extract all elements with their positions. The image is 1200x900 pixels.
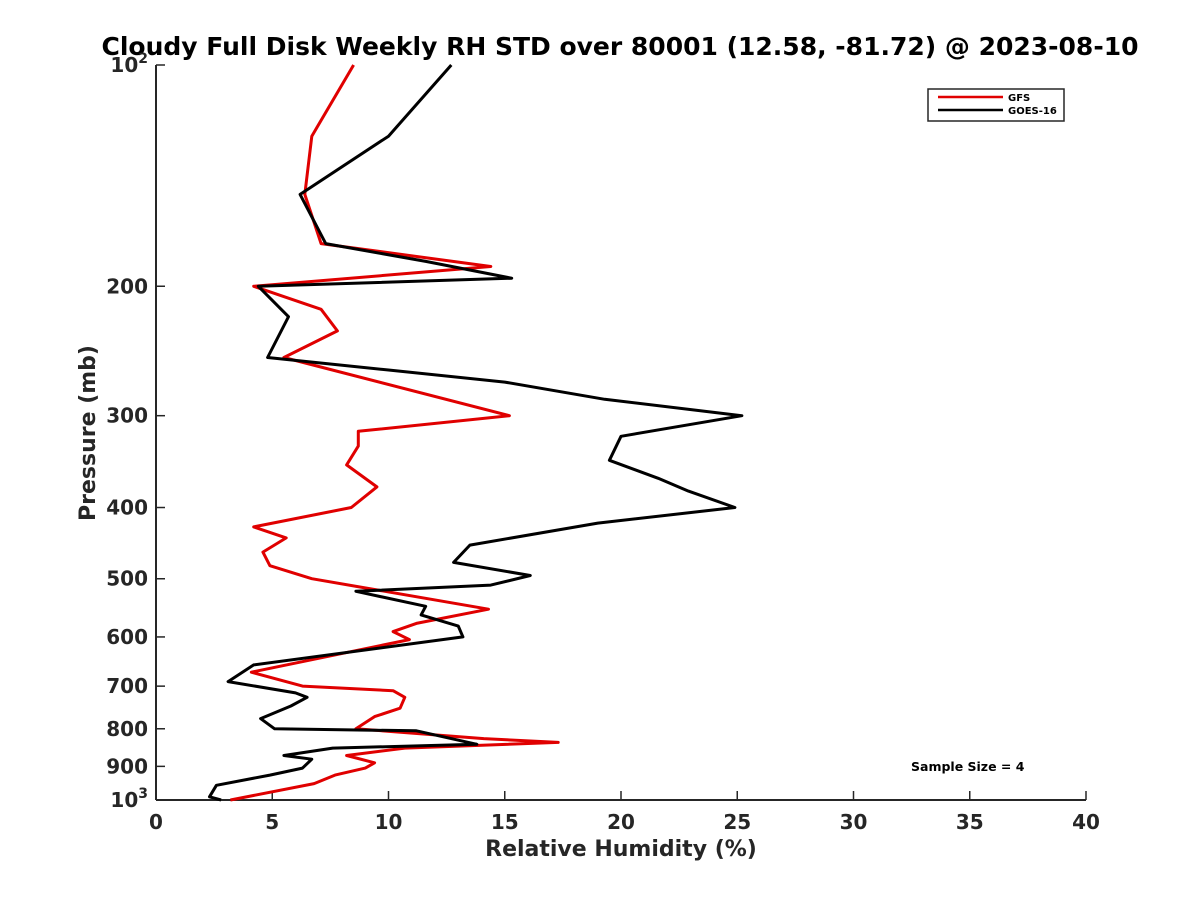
series-lines <box>208 64 744 802</box>
x-tick-label: 20 <box>607 810 635 834</box>
legend-label-goes16: GOES-16 <box>1008 106 1057 117</box>
x-tick-label: 40 <box>1072 810 1100 834</box>
y-tick-label: 900 <box>106 754 148 778</box>
legend: GFS GOES-16 <box>927 88 1065 122</box>
y-tick-label: 800 <box>106 717 148 741</box>
x-tick-label: 15 <box>491 810 519 834</box>
y-tick-label: 103 <box>110 786 148 812</box>
x-tick-label: 35 <box>956 810 984 834</box>
y-tick-label: 102 <box>110 51 148 77</box>
legend-box <box>927 88 1065 122</box>
y-tick-label: 300 <box>106 404 148 428</box>
y-tick-label: 400 <box>106 496 148 520</box>
series-line-gfs <box>230 64 560 802</box>
x-tick-label: 5 <box>265 810 279 834</box>
chart-title: Cloudy Full Disk Weekly RH STD over 8000… <box>101 32 1138 61</box>
plot-area <box>155 65 1086 801</box>
y-tick-label: 700 <box>106 674 148 698</box>
series-line-goes16 <box>208 64 744 802</box>
x-axis-ticks: 0 5 10 15 20 25 30 35 40 <box>149 791 1100 834</box>
y-axis-ticks: 102 200 300 400 500 600 700 800 900 103 <box>106 51 165 812</box>
x-tick-label: 10 <box>375 810 403 834</box>
sample-size-annotation: Sample Size = 4 <box>911 759 1025 774</box>
y-axis-label: Pressure (mb) <box>76 345 101 521</box>
x-tick-label: 25 <box>723 810 751 834</box>
x-tick-label: 0 <box>149 810 163 834</box>
legend-label-gfs: GFS <box>1008 93 1030 104</box>
y-tick-label: 500 <box>106 567 148 591</box>
x-tick-label: 30 <box>840 810 868 834</box>
y-tick-label: 200 <box>106 274 148 298</box>
y-tick-label: 600 <box>106 625 148 649</box>
x-axis-label: Relative Humidity (%) <box>485 837 757 862</box>
